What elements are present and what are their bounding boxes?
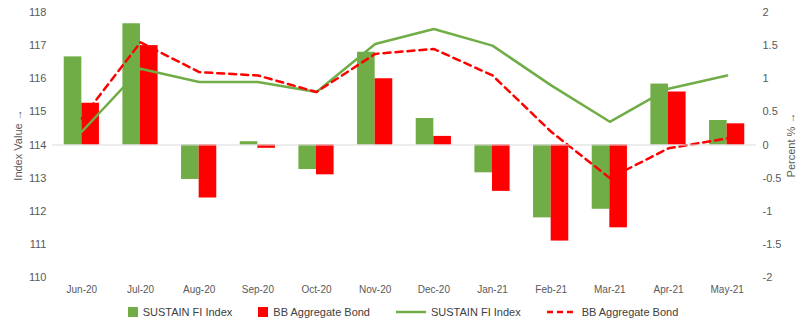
html-text:SUSTAIN FI Index: SUSTAIN FI Index xyxy=(431,306,521,318)
svg-text:115: 115 xyxy=(29,105,47,117)
svg-text:Apr-21: Apr-21 xyxy=(653,284,683,295)
svg-text:110: 110 xyxy=(29,271,47,283)
svg-text:116: 116 xyxy=(29,72,47,84)
svg-text:0: 0 xyxy=(763,139,769,151)
svg-text:-1.5: -1.5 xyxy=(763,238,782,250)
svg-text:May-21: May-21 xyxy=(710,284,744,295)
svg-text:Aug-20: Aug-20 xyxy=(183,284,216,295)
svg-text:Jan-21: Jan-21 xyxy=(477,284,508,295)
svg-text:Sep-20: Sep-20 xyxy=(242,284,275,295)
svg-text:Feb-21: Feb-21 xyxy=(535,284,567,295)
svg-text:114: 114 xyxy=(29,139,47,151)
svg-text:Jul-20: Jul-20 xyxy=(127,284,155,295)
svg-text:Jun-20: Jun-20 xyxy=(67,284,98,295)
html-text:SUSTAIN FI Index: SUSTAIN FI Index xyxy=(142,306,233,318)
svg-text:Mar-21: Mar-21 xyxy=(594,284,626,295)
svg-text:2: 2 xyxy=(763,6,769,18)
svg-text:Index Value →: Index Value → xyxy=(12,109,24,180)
svg-text:1.5: 1.5 xyxy=(763,39,778,51)
svg-text:Oct-20: Oct-20 xyxy=(301,284,331,295)
svg-text:117: 117 xyxy=(29,39,47,51)
svg-text:112: 112 xyxy=(29,205,47,217)
svg-text:111: 111 xyxy=(30,238,47,250)
svg-text:118: 118 xyxy=(29,6,47,18)
html-text:BB Aggregate Bond: BB Aggregate Bond xyxy=(273,306,370,318)
svg-text:Nov-20: Nov-20 xyxy=(359,284,392,295)
svg-text:-0.5: -0.5 xyxy=(763,172,782,184)
svg-text:-2: -2 xyxy=(763,271,773,283)
svg-text:Dec-20: Dec-20 xyxy=(418,284,451,295)
svg-text:113: 113 xyxy=(29,172,47,184)
html-text:BB Aggregate Bond: BB Aggregate Bond xyxy=(581,306,679,318)
svg-text:0.5: 0.5 xyxy=(763,105,778,117)
svg-text:Percent % →: Percent % → xyxy=(785,113,797,178)
svg-text:-1: -1 xyxy=(763,205,773,217)
svg-text:1: 1 xyxy=(763,72,769,84)
